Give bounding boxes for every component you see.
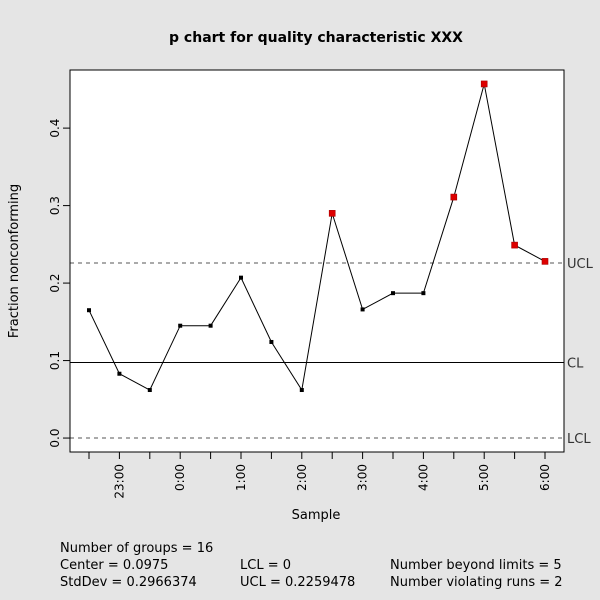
x-tick-label: 4:00 [416, 464, 430, 491]
stats-stddev: StdDev = 0.2966374 [60, 575, 197, 590]
x-tick-label: 3:00 [356, 464, 370, 491]
violation-point [450, 193, 458, 201]
data-point [117, 371, 122, 376]
plot-background [70, 70, 564, 452]
data-point [239, 275, 243, 280]
data-point [87, 308, 91, 313]
lcl-label: LCL [567, 432, 591, 447]
y-tick-label: 0.1 [48, 351, 62, 370]
x-axis-label: Sample [292, 508, 341, 523]
y-axis-label: Fraction nonconforming [7, 184, 22, 338]
series-line [88, 83, 546, 392]
y-tick-label: 0.0 [48, 429, 62, 448]
p-chart: p chart for quality characteristic XXX S… [7, 30, 594, 523]
violation-point [328, 210, 336, 217]
stats-ucl: UCL = 0.2259478 [240, 575, 356, 590]
violation-point [511, 241, 518, 249]
x-tick-label: 5:00 [477, 464, 491, 491]
stats-lcl: LCL = 0 [240, 558, 291, 573]
stats-groups: Number of groups = 16 [60, 541, 214, 556]
data-point [421, 291, 426, 296]
x-tick-label: 2:00 [295, 464, 309, 491]
plot-frame [69, 69, 565, 453]
data-point [178, 323, 183, 328]
stats-center: Center = 0.0975 [60, 558, 169, 573]
x-tick-label: 23:00 [112, 464, 126, 499]
chart-title: p chart for quality characteristic XXX [169, 30, 463, 46]
y-tick-label: 0.2 [48, 274, 62, 293]
cl-label: CL [567, 357, 584, 372]
x-tick-label: 1:00 [234, 464, 248, 491]
data-point [147, 388, 152, 393]
data-point [299, 388, 304, 393]
data-point [360, 307, 365, 312]
x-tick-label: 0:00 [173, 464, 187, 491]
x-tick-label: 6:00 [538, 464, 552, 491]
violation-point [480, 80, 488, 88]
violation-point [541, 258, 549, 265]
stats-violating-runs: Number violating runs = 2 [390, 575, 563, 590]
ucl-label: UCL [567, 257, 594, 272]
data-point [269, 339, 274, 344]
data-point [208, 323, 213, 328]
stats-beyond-limits: Number beyond limits = 5 [390, 558, 562, 573]
data-point [391, 291, 395, 296]
y-tick-label: 0.4 [48, 119, 62, 138]
y-tick-label: 0.3 [48, 196, 62, 215]
